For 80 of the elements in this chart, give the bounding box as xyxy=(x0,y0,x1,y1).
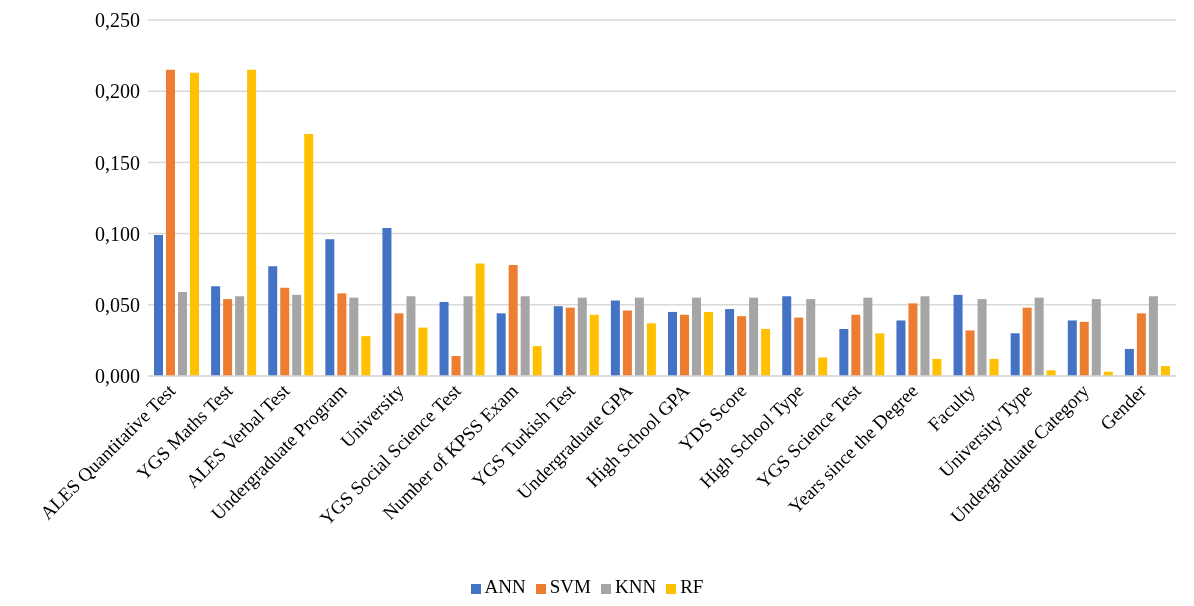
bar xyxy=(704,311,713,376)
legend-label: ANN xyxy=(484,576,526,597)
bar xyxy=(178,291,187,376)
legend-label: SVM xyxy=(549,576,591,597)
bar xyxy=(668,311,677,376)
bar xyxy=(1136,313,1146,376)
legend-label: KNN xyxy=(614,576,657,597)
bar xyxy=(953,294,963,376)
bar xyxy=(382,227,392,376)
bar xyxy=(565,307,575,376)
bar xyxy=(692,297,701,376)
bar xyxy=(1079,321,1089,376)
bar xyxy=(337,293,347,376)
bar xyxy=(610,300,620,376)
y-tick-label: 0,050 xyxy=(95,293,140,316)
bar xyxy=(223,299,233,376)
bar xyxy=(394,313,404,376)
bar xyxy=(463,296,473,376)
y-tick-label: 0,200 xyxy=(95,80,140,103)
bar xyxy=(932,358,942,376)
bar xyxy=(418,327,428,376)
bar xyxy=(235,296,245,376)
bar xyxy=(553,306,563,376)
bar xyxy=(977,299,987,376)
y-tick-label: 0,150 xyxy=(95,151,140,174)
bar xyxy=(577,297,587,376)
bar xyxy=(875,333,885,376)
bar xyxy=(589,314,599,376)
bar xyxy=(806,299,816,376)
bar xyxy=(304,133,314,376)
bar xyxy=(622,310,632,376)
bar xyxy=(190,72,199,376)
bar xyxy=(292,294,302,376)
bar xyxy=(680,314,689,376)
bar xyxy=(247,69,257,376)
bar xyxy=(782,296,792,376)
bar xyxy=(325,239,335,376)
bar xyxy=(361,336,371,376)
bar xyxy=(908,303,918,376)
bar xyxy=(851,314,861,376)
bar xyxy=(634,297,644,376)
bar xyxy=(646,323,656,376)
bar xyxy=(532,346,542,376)
bar xyxy=(965,330,975,376)
bar xyxy=(761,329,771,376)
bar xyxy=(1022,307,1032,376)
bar xyxy=(496,313,506,376)
bar xyxy=(154,235,163,376)
bar xyxy=(349,297,359,376)
y-tick-label: 0,000 xyxy=(95,365,140,388)
bar xyxy=(451,356,461,376)
bar xyxy=(1148,296,1158,376)
bar xyxy=(896,320,906,376)
bar xyxy=(1124,348,1134,376)
bar xyxy=(737,316,747,376)
bar xyxy=(863,297,873,376)
bar xyxy=(268,266,278,376)
y-tick-label: 0,250 xyxy=(95,9,140,32)
bar xyxy=(1160,366,1170,376)
bar xyxy=(211,286,221,376)
bar xyxy=(794,317,804,376)
bar xyxy=(725,309,735,376)
bar xyxy=(166,69,175,376)
bar xyxy=(1010,333,1020,376)
legend-label: RF xyxy=(680,576,704,597)
bar xyxy=(508,264,518,376)
y-tick-label: 0,100 xyxy=(95,222,140,245)
bar xyxy=(749,297,759,376)
bar xyxy=(406,296,416,376)
bar xyxy=(475,263,485,376)
bar xyxy=(839,329,849,376)
bar xyxy=(1091,299,1101,376)
bar xyxy=(818,357,828,376)
bar xyxy=(280,287,290,376)
bar xyxy=(439,301,449,376)
bar xyxy=(989,358,999,376)
bar xyxy=(1067,320,1077,376)
bar xyxy=(1034,297,1044,376)
bar xyxy=(920,296,930,376)
bar xyxy=(520,296,530,376)
